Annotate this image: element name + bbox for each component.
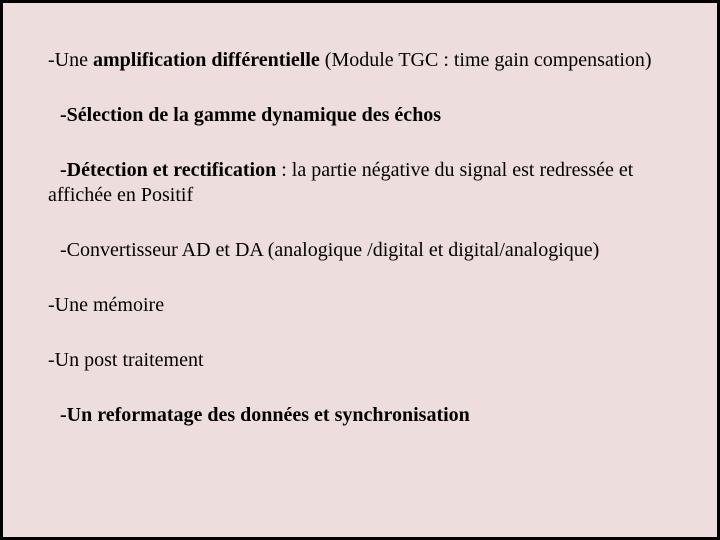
list-item: -Un reformatage des données et synchroni… <box>60 403 692 428</box>
text-run: -Détection et rectification <box>60 159 281 181</box>
document-frame: -Une amplification différentielle (Modul… <box>0 0 720 540</box>
list-item: -Sélection de la gamme dynamique des éch… <box>60 103 692 128</box>
content-list: -Une amplification différentielle (Modul… <box>48 48 692 428</box>
list-item: -Une mémoire <box>48 293 692 318</box>
text-run: -Une mémoire <box>48 294 164 316</box>
list-item: -Convertisseur AD et DA (analogique /dig… <box>60 238 692 263</box>
text-run: amplification différentielle <box>93 49 325 71</box>
list-item: -Une amplification différentielle (Modul… <box>48 48 692 73</box>
text-run: -Une <box>48 49 93 71</box>
text-run: -Sélection de la gamme dynamique des éch… <box>60 104 441 126</box>
text-run: (Module TGC : time gain compensation) <box>325 49 652 71</box>
text-run: -Un reformatage des données et synchroni… <box>60 404 470 426</box>
list-item: -Un post traitement <box>48 348 692 373</box>
text-run: -Convertisseur AD et DA (analogique /dig… <box>60 239 599 261</box>
text-run: -Un post traitement <box>48 349 204 371</box>
list-item: -Détection et rectification : la partie … <box>48 158 692 208</box>
